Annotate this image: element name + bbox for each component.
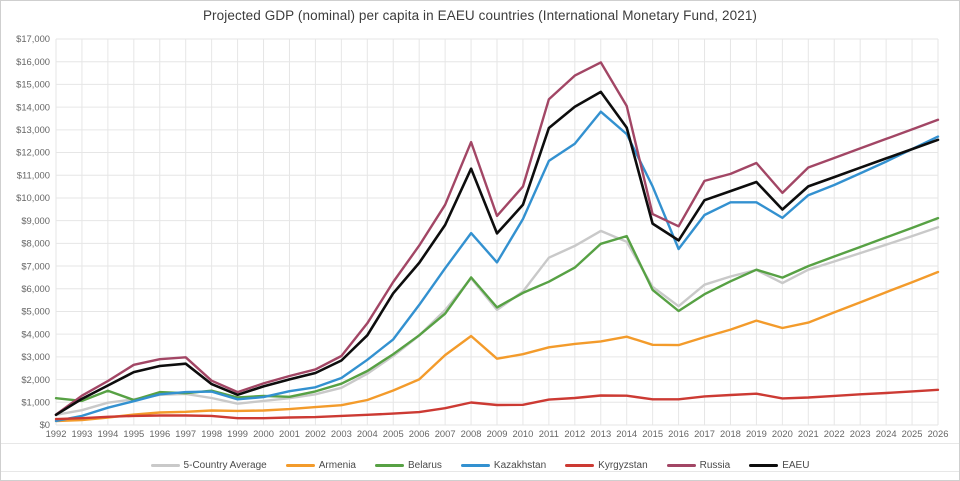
svg-text:2026: 2026 xyxy=(928,428,949,439)
legend-label-kazakhstan: Kazakhstan xyxy=(493,460,547,471)
svg-text:$1,000: $1,000 xyxy=(21,396,50,407)
series-line-armenia xyxy=(54,270,940,423)
legend-swatch-russia xyxy=(666,464,696,467)
legend-item-russia: Russia xyxy=(666,460,731,471)
svg-text:$3,000: $3,000 xyxy=(21,351,50,362)
svg-text:2021: 2021 xyxy=(798,428,819,439)
svg-text:2002: 2002 xyxy=(305,428,326,439)
svg-text:2003: 2003 xyxy=(331,428,352,439)
svg-text:$8,000: $8,000 xyxy=(21,238,50,249)
legend-swatch-5-country-average xyxy=(150,464,180,467)
svg-text:2025: 2025 xyxy=(902,428,923,439)
legend-item-kazakhstan: Kazakhstan xyxy=(460,460,547,471)
legend-item-kyrgyzstan: Kyrgyzstan xyxy=(565,460,648,471)
svg-text:$12,000: $12,000 xyxy=(16,147,50,158)
svg-text:$2,000: $2,000 xyxy=(21,374,50,385)
legend-label-eaeu: EAEU xyxy=(782,460,810,471)
svg-text:$4,000: $4,000 xyxy=(21,328,50,339)
svg-text:2012: 2012 xyxy=(564,428,585,439)
svg-text:2005: 2005 xyxy=(383,428,404,439)
svg-text:1999: 1999 xyxy=(227,428,248,439)
legend-item-belarus: Belarus xyxy=(375,460,442,471)
series-line-kazakhstan xyxy=(54,110,940,423)
svg-text:2010: 2010 xyxy=(513,428,534,439)
svg-text:$11,000: $11,000 xyxy=(17,169,50,180)
separator-below-x-axis xyxy=(1,443,959,444)
legend-item-armenia: Armenia xyxy=(285,460,356,471)
svg-text:1997: 1997 xyxy=(175,428,196,439)
svg-text:2006: 2006 xyxy=(409,428,430,439)
svg-text:2023: 2023 xyxy=(850,428,871,439)
svg-text:$0: $0 xyxy=(40,419,50,430)
x-axis-labels: 1992 1993 1994 1995 1996 1997 1998 1999 2000 2001… xyxy=(46,428,949,439)
svg-text:2007: 2007 xyxy=(435,428,456,439)
svg-text:1995: 1995 xyxy=(123,428,144,439)
series-line-kyrgyzstan xyxy=(54,388,940,421)
legend-item-eaeu: EAEU xyxy=(749,460,809,471)
svg-text:$6,000: $6,000 xyxy=(21,283,50,294)
svg-text:1996: 1996 xyxy=(149,428,170,439)
series-line-eaeu xyxy=(54,90,940,417)
svg-text:2017: 2017 xyxy=(694,428,715,439)
svg-text:$14,000: $14,000 xyxy=(16,101,50,112)
legend-swatch-armenia xyxy=(285,464,315,467)
legend-label-5-country-average: 5-Country Average xyxy=(183,460,267,471)
svg-text:2008: 2008 xyxy=(461,428,482,439)
series-line-5-country-average xyxy=(54,225,940,416)
legend-swatch-kyrgyzstan xyxy=(565,464,595,467)
legend-swatch-eaeu xyxy=(749,464,779,467)
svg-text:$9,000: $9,000 xyxy=(21,215,50,226)
svg-text:2016: 2016 xyxy=(668,428,689,439)
svg-text:$17,000: $17,000 xyxy=(16,33,50,44)
svg-text:1998: 1998 xyxy=(201,428,222,439)
svg-text:2004: 2004 xyxy=(357,428,378,439)
y-axis-labels: $0 $1,000 $2,000 $3,000 $4,000 $5,000 $6,000 $7… xyxy=(16,33,50,430)
chart-title: Projected GDP (nominal) per capita in EA… xyxy=(202,8,758,23)
svg-text:2020: 2020 xyxy=(772,428,793,439)
svg-text:$7,000: $7,000 xyxy=(21,260,50,271)
svg-text:2024: 2024 xyxy=(876,428,897,439)
svg-text:2019: 2019 xyxy=(746,428,767,439)
svg-text:2014: 2014 xyxy=(616,428,637,439)
legend-label-armenia: Armenia xyxy=(318,460,356,471)
svg-text:2013: 2013 xyxy=(590,428,611,439)
svg-text:$5,000: $5,000 xyxy=(21,306,50,317)
svg-text:$10,000: $10,000 xyxy=(16,192,50,203)
separator-below-legend xyxy=(1,471,959,472)
svg-text:2000: 2000 xyxy=(253,428,274,439)
svg-text:2015: 2015 xyxy=(642,428,663,439)
legend-swatch-belarus xyxy=(375,464,404,467)
svg-text:2022: 2022 xyxy=(824,428,845,439)
legend-swatch-kazakhstan xyxy=(460,464,490,467)
svg-text:$13,000: $13,000 xyxy=(16,124,50,135)
svg-text:2018: 2018 xyxy=(720,428,741,439)
svg-text:$15,000: $15,000 xyxy=(16,79,50,90)
svg-text:1994: 1994 xyxy=(97,428,118,439)
legend-label-belarus: Belarus xyxy=(408,460,442,471)
legend-item-5-country-average: 5-Country Average xyxy=(150,460,267,471)
series-line-russia xyxy=(54,61,940,416)
svg-text:1993: 1993 xyxy=(72,428,93,439)
svg-text:2001: 2001 xyxy=(279,428,300,439)
chart-legend: 5-Country Average Armenia Belarus Kazakhsta… xyxy=(1,460,959,471)
legend-label-russia: Russia xyxy=(699,460,731,471)
legend-label-kyrgyzstan: Kyrgyzstan xyxy=(598,460,648,471)
svg-text:$16,000: $16,000 xyxy=(16,56,50,67)
series-lines xyxy=(54,61,940,423)
svg-text:2009: 2009 xyxy=(487,428,508,439)
svg-text:1992: 1992 xyxy=(46,428,67,439)
svg-text:2011: 2011 xyxy=(539,428,559,439)
